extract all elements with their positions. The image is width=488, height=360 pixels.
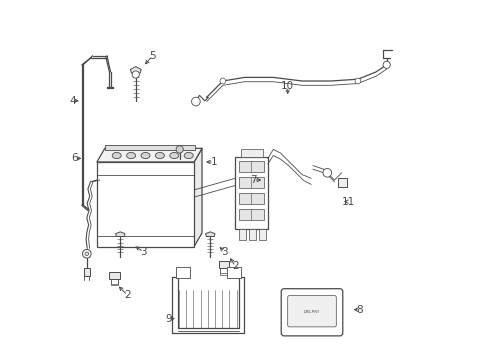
Bar	[239, 161, 264, 172]
Text: 3: 3	[140, 247, 147, 257]
Text: 6: 6	[71, 153, 78, 163]
Bar	[258, 229, 265, 240]
Circle shape	[354, 78, 360, 84]
Text: 1: 1	[210, 157, 217, 167]
Bar	[239, 177, 264, 188]
Text: 5: 5	[149, 51, 156, 61]
Bar	[239, 229, 246, 240]
Circle shape	[322, 168, 331, 177]
Text: DELPHI: DELPHI	[304, 310, 319, 314]
Polygon shape	[172, 277, 244, 333]
Circle shape	[220, 78, 225, 84]
Bar	[110, 284, 118, 285]
Polygon shape	[205, 232, 215, 237]
Text: 2: 2	[232, 261, 238, 271]
Polygon shape	[130, 67, 141, 73]
Circle shape	[82, 249, 91, 258]
Bar	[97, 162, 194, 247]
Ellipse shape	[126, 152, 135, 158]
FancyBboxPatch shape	[287, 296, 336, 327]
Bar	[219, 261, 229, 268]
Ellipse shape	[155, 152, 164, 158]
FancyBboxPatch shape	[281, 289, 342, 336]
Polygon shape	[194, 148, 202, 247]
Polygon shape	[115, 232, 125, 237]
Ellipse shape	[141, 152, 150, 158]
Bar	[337, 178, 346, 187]
Bar	[83, 268, 90, 276]
Circle shape	[132, 71, 139, 78]
Ellipse shape	[184, 152, 193, 158]
Bar	[176, 267, 189, 278]
Text: 10: 10	[281, 81, 294, 91]
Polygon shape	[97, 148, 202, 162]
Circle shape	[85, 252, 88, 256]
Circle shape	[382, 61, 389, 68]
Bar	[104, 145, 194, 150]
Bar	[239, 209, 264, 220]
Ellipse shape	[112, 152, 121, 158]
Bar	[248, 229, 256, 240]
Circle shape	[191, 97, 200, 106]
Text: 2: 2	[124, 290, 131, 300]
Bar	[227, 267, 241, 278]
Bar	[241, 149, 262, 157]
Bar	[220, 273, 227, 275]
Text: 3: 3	[221, 247, 227, 257]
Text: 11: 11	[342, 197, 355, 207]
Ellipse shape	[169, 152, 179, 158]
Text: 4: 4	[69, 96, 76, 106]
Circle shape	[176, 146, 183, 153]
Text: 8: 8	[356, 305, 362, 315]
Text: 9: 9	[165, 314, 172, 324]
Bar	[109, 272, 120, 279]
Bar	[235, 157, 267, 229]
Bar	[239, 193, 264, 204]
Text: 7: 7	[250, 175, 256, 185]
